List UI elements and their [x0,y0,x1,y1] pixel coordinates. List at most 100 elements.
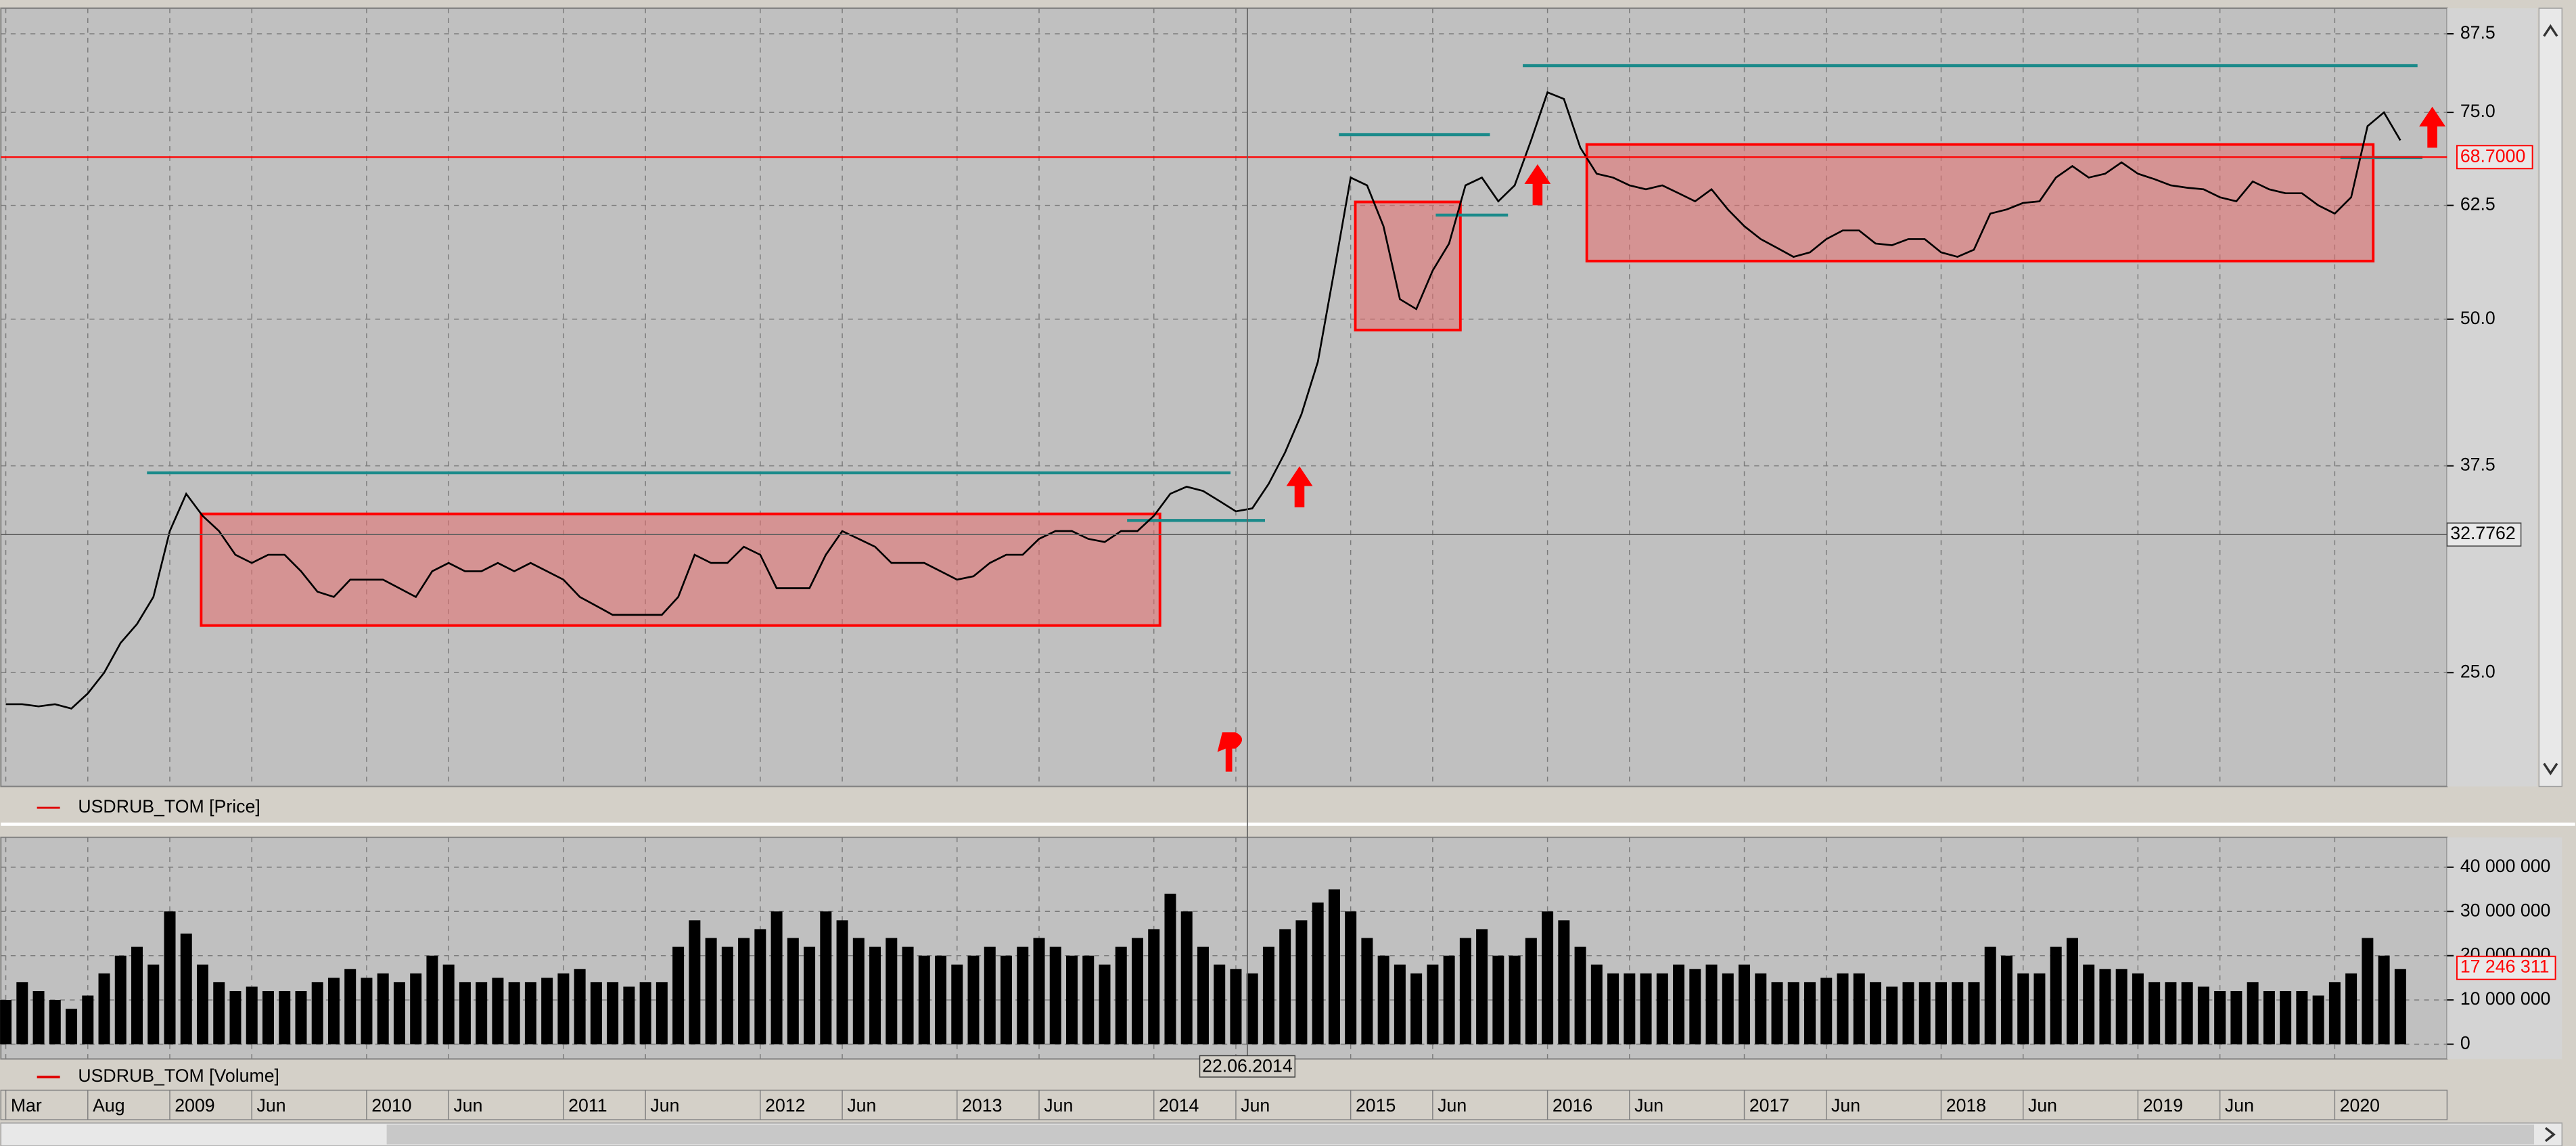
volume-bar [197,964,208,1045]
volume-bar [1295,920,1308,1045]
volume-bar [1804,982,1816,1045]
volume-bar [1082,955,1095,1045]
volume-bar [361,978,373,1045]
volume-bar [1017,946,1029,1045]
volume-bar [656,982,668,1045]
volume-bar [66,1009,78,1045]
volume-bar [1853,973,1865,1045]
volume-bar [721,946,733,1045]
volume-bar [787,938,799,1045]
scroll-right[interactable] [2544,1126,2556,1143]
volume-bar [1246,973,1258,1045]
volume-bar [951,964,963,1045]
crosshair-value-label: 32.7762 [2450,523,2515,543]
range-box [1354,200,1462,331]
y-tick-label: 87.5 [2460,22,2496,43]
volume-bar [2181,982,2193,1045]
volume-bar [1558,920,1570,1045]
volume-bar [1197,946,1209,1045]
crosshair-date-box [1199,1055,1296,1078]
volume-bar [1328,889,1340,1045]
vertical-scrollbar[interactable] [2538,7,2563,787]
volume-bar [1705,964,1718,1045]
volume-bar [2050,946,2062,1045]
volume-bar [1361,938,1373,1045]
volume-bar [32,991,45,1045]
x-tick-label: Jun [257,1095,286,1116]
volume-bar [1755,973,1767,1045]
volume-bar [2033,973,2046,1045]
volume-bar [508,982,520,1045]
x-tick-label: 2009 [175,1095,214,1116]
volume-bar [2296,991,2308,1045]
y-tick-label: 10 000 000 [2460,988,2551,1009]
volume-bar [2197,986,2209,1045]
volume-bar [1099,964,1111,1045]
price-plot [0,7,2448,787]
volume-bar [886,938,898,1045]
volume-bar [607,982,619,1045]
volume-bar [377,973,389,1045]
y-tick-label: 50.0 [2460,308,2496,328]
volume-bar [1214,964,1226,1045]
annotations [147,64,2445,772]
volume-bar [1131,938,1143,1045]
volume-bar [82,995,94,1045]
volume-bar [836,920,848,1045]
volume-bar [2214,991,2226,1045]
scroll-up[interactable] [2543,24,2558,37]
range-box [200,512,1162,627]
x-tick-label: 2011 [568,1095,607,1116]
volume-bar [1574,946,1586,1045]
volume-bar [131,946,143,1045]
x-tick-label: Jun [1438,1095,1467,1116]
volume-bar [1410,973,1423,1045]
range-box [1585,143,2375,262]
volume-bar [1590,964,1603,1045]
volume-bar [442,964,455,1045]
volume-bar [2132,973,2144,1045]
x-tick-label: Jun [1241,1095,1270,1116]
price-line [5,91,2401,710]
volume-bar [1279,929,1291,1045]
volume-bar [2230,991,2242,1045]
volume-bar [393,982,405,1045]
x-tick-label: Jun [650,1095,679,1116]
volume-bar [1065,955,1078,1045]
volume-bar [820,911,832,1045]
volume-bar [1148,929,1160,1045]
last-volume-label: 17 246 311 [2460,957,2550,977]
volume-axis-area [2447,837,2562,1059]
volume-bar [246,986,258,1045]
volume-bar [2099,969,2111,1045]
scroll-down[interactable] [2543,762,2558,776]
volume-bar [1476,929,1488,1045]
volume-bar [1886,986,1898,1045]
volume-bar [590,982,602,1045]
volume-bar [2115,969,2128,1045]
volume-bar [2280,991,2292,1045]
volume-bar [1164,894,1176,1045]
legend-label: USDRUB_TOM [Price] [78,796,260,817]
volume-bar [213,982,225,1045]
volume-bar [1542,911,1554,1045]
volume-bar [1722,973,1734,1045]
volume-bar [1607,973,1619,1045]
volume-bar [16,982,28,1045]
volume-bar [1377,955,1389,1045]
x-tick-label: Jun [2225,1095,2254,1116]
volume-bar [705,938,717,1045]
volume-bar [1984,946,1996,1045]
x-tick-label: 2016 [1552,1095,1592,1116]
scroll-thumb[interactable] [386,1124,2535,1145]
y-tick-label: 30 000 000 [2460,900,2551,920]
arrow-up [2419,106,2445,148]
volume-bar [1689,969,1701,1045]
volume-bar [869,946,881,1045]
arrow-up [1286,466,1313,507]
volume-bar [279,991,291,1045]
x-tick-label: 2012 [765,1095,805,1116]
marks-layer [0,8,2447,1059]
x-tick-label: Jun [847,1095,876,1116]
